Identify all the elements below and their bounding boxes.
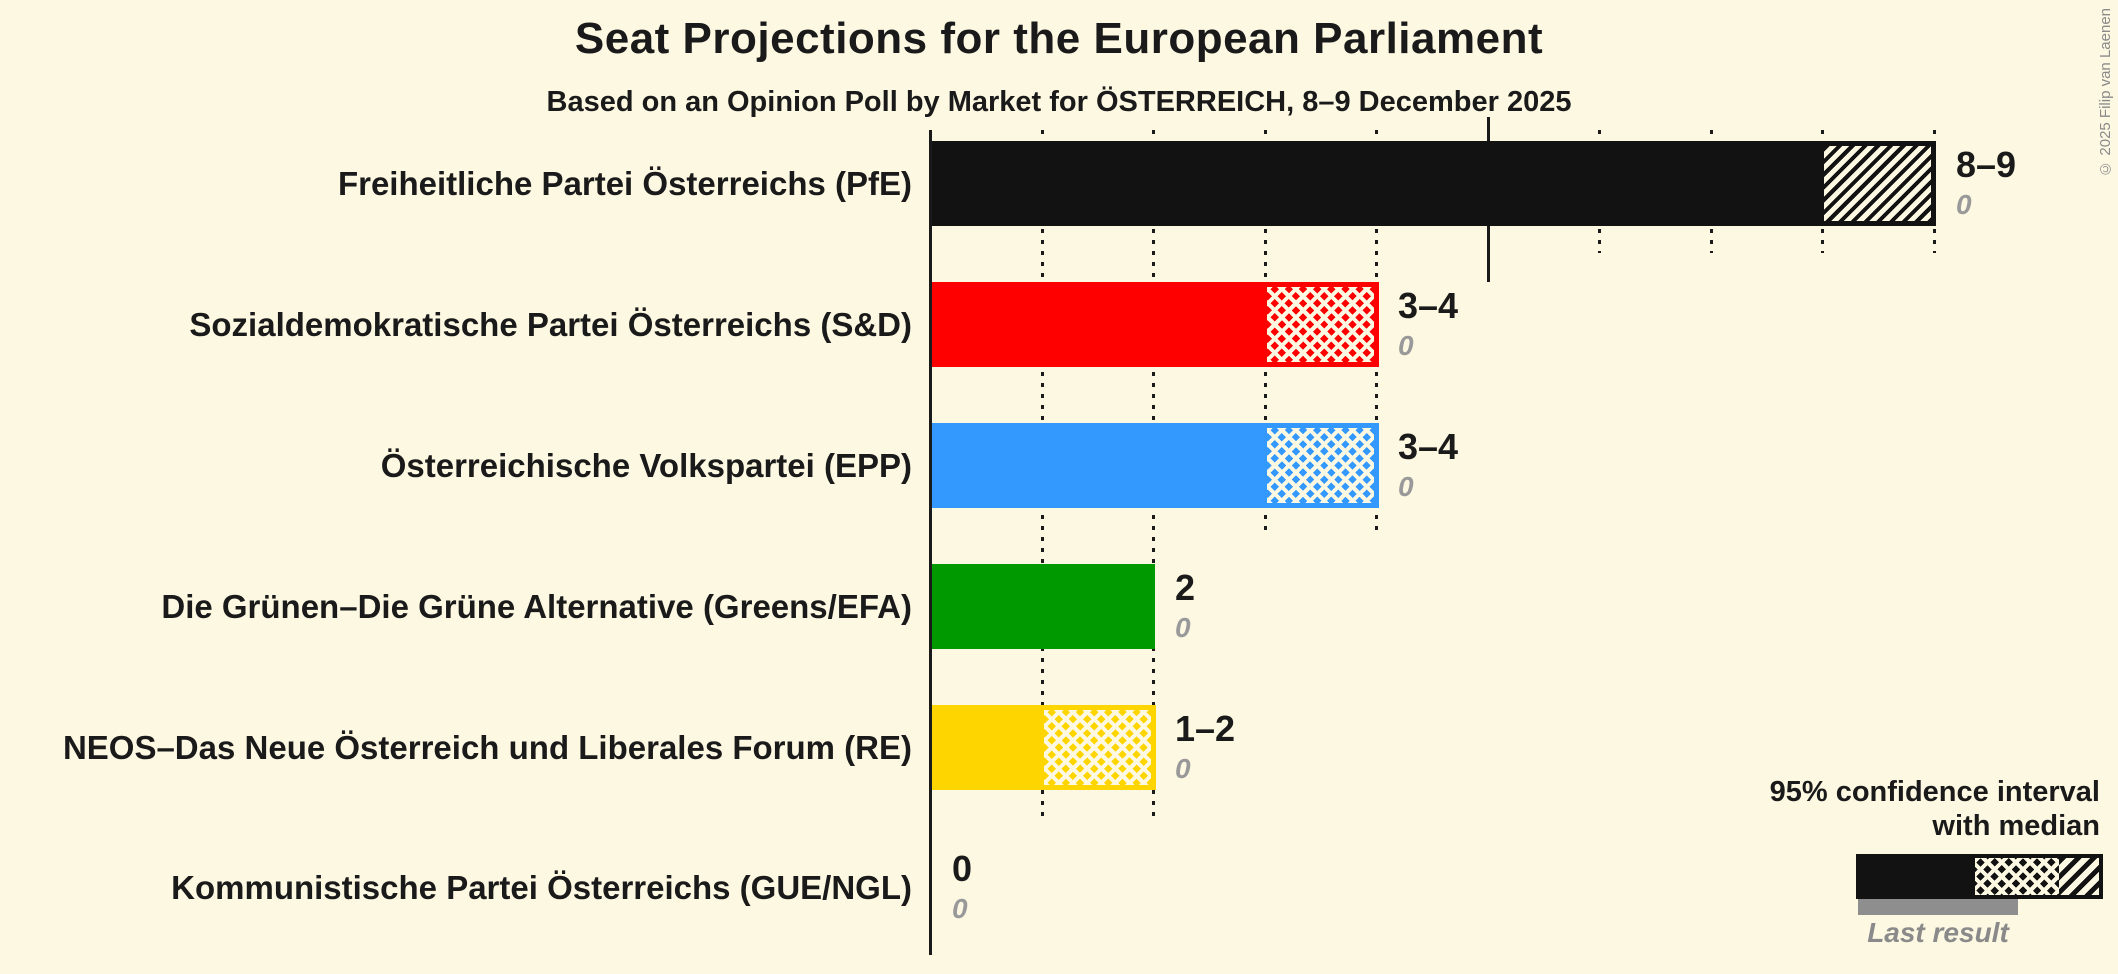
legend-sample-bar (1856, 854, 2103, 899)
legend-segment-solid (1856, 854, 1975, 899)
bar-segment-cross (1044, 705, 1156, 790)
bar-segment-cross (1267, 423, 1379, 508)
last-result-value: 0 (952, 893, 968, 924)
seat-range-value: 3–4 (1398, 285, 1459, 326)
party-label: NEOS–Das Neue Österreich und Liberales F… (62, 729, 912, 766)
copyright-note: © 2025 Filip van Laenen (2097, 8, 2114, 177)
seat-range-value: 2 (1175, 567, 1196, 608)
chart-title: Seat Projections for the European Parlia… (574, 14, 1544, 63)
legend-ci-line1: 95% confidence interval (1769, 776, 2100, 808)
party-label: Die Grünen–Die Grüne Alternative (Greens… (161, 588, 912, 625)
value-label: 3–4 0 (1398, 284, 1458, 364)
value-label: 3–4 0 (1398, 425, 1458, 505)
last-result-value: 0 (1175, 612, 1191, 643)
legend-last-result-bar (1858, 899, 2018, 915)
legend-last-result-label: Last result (1867, 917, 2009, 948)
y-axis (929, 130, 932, 955)
bar-segment-solid (932, 282, 1267, 367)
last-result-value: 0 (1956, 189, 1972, 220)
bar-segment-cross (1267, 282, 1379, 367)
bar-segment-solid (932, 141, 1824, 226)
legend-segment-cross (1975, 854, 2059, 899)
bar-segment-diag (1824, 141, 1936, 226)
value-label: 8–9 0 (1956, 143, 2016, 223)
bar-segment-solid (932, 705, 1044, 790)
legend-ci-line2: with median (1932, 810, 2100, 842)
last-result-value: 0 (1398, 330, 1414, 361)
party-label: Sozialdemokratische Partei Österreichs (… (189, 306, 912, 343)
last-result-value: 0 (1175, 753, 1191, 784)
party-label: Freiheitliche Partei Österreichs (PfE) (337, 165, 912, 202)
seat-range-value: 3–4 (1398, 426, 1459, 467)
bar-segment-solid (932, 564, 1155, 649)
value-label: 1–2 0 (1175, 707, 1235, 787)
bar-segment-solid (932, 423, 1267, 508)
chart-subtitle: Based on an Opinion Poll by Market for Ö… (546, 86, 1572, 118)
last-result-value: 0 (1398, 471, 1414, 502)
party-label: Österreichische Volkspartei (EPP) (380, 447, 912, 484)
legend-ci-label: 95% confidence interval with median (1770, 775, 2100, 843)
legend-segment-diag (2059, 854, 2103, 899)
party-label: Kommunistische Partei Österreichs (GUE/N… (171, 869, 912, 906)
seat-range-value: 8–9 (1956, 144, 2017, 185)
seat-range-value: 1–2 (1175, 708, 1236, 749)
seat-range-value: 0 (952, 848, 973, 889)
